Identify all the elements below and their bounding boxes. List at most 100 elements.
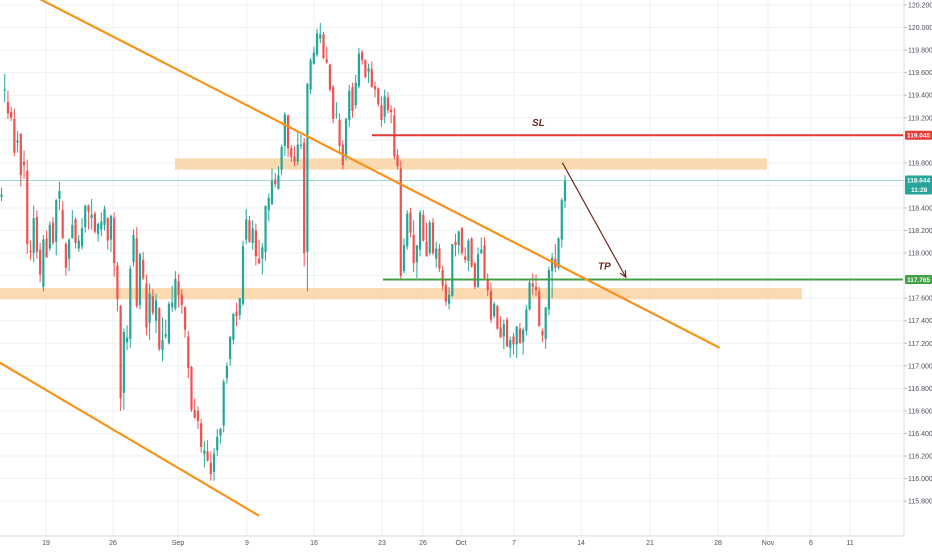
candle-body bbox=[496, 306, 499, 329]
candle-body bbox=[563, 180, 567, 202]
candle-body bbox=[209, 462, 212, 475]
candle-body bbox=[171, 302, 174, 308]
candle-body bbox=[315, 33, 319, 55]
candle-body bbox=[6, 101, 10, 114]
candle-body bbox=[483, 245, 486, 278]
time-tick-label: 14 bbox=[577, 540, 585, 547]
candle-body bbox=[80, 228, 84, 247]
time-axis[interactable]: 19 26 Sep 9 16 23 26 Oct 7 14 21 28 Nov 6 11 bbox=[0, 535, 903, 547]
time-tick-label: 11 bbox=[846, 540, 853, 547]
candle-body bbox=[486, 278, 489, 291]
candle-body bbox=[502, 324, 505, 337]
price-tick-label: 116.200 bbox=[908, 454, 932, 461]
candle-body bbox=[377, 88, 380, 105]
candle-body bbox=[480, 249, 483, 254]
candle-body bbox=[193, 409, 196, 418]
candle-body bbox=[100, 221, 103, 230]
candle-body bbox=[460, 228, 464, 254]
candle-body bbox=[451, 244, 454, 296]
candle-body bbox=[212, 453, 216, 472]
candle-body bbox=[64, 244, 68, 268]
candle-body bbox=[138, 254, 142, 305]
candle-body bbox=[525, 309, 528, 331]
candle-body bbox=[396, 154, 399, 167]
candle-body bbox=[515, 326, 518, 345]
candle-body bbox=[386, 97, 390, 110]
price-tick-label: 116.400 bbox=[908, 431, 932, 438]
price-tick-label: 119.400 bbox=[908, 93, 932, 100]
take-profit-price-tag-text: 117.765 bbox=[907, 277, 931, 284]
candle-body bbox=[283, 114, 286, 146]
candle-body bbox=[541, 330, 544, 336]
candle-body bbox=[113, 218, 116, 264]
candle-body bbox=[412, 235, 415, 264]
price-tick-label: 119.800 bbox=[908, 48, 932, 55]
candle-body bbox=[222, 381, 225, 426]
candle-body bbox=[309, 60, 312, 90]
candle-body bbox=[457, 231, 460, 246]
time-tick-label: 28 bbox=[714, 540, 722, 547]
candle-body bbox=[122, 331, 125, 393]
candle-body bbox=[13, 118, 16, 153]
candle-body bbox=[489, 291, 493, 320]
candle-body bbox=[383, 96, 386, 117]
price-tick-label: 116.000 bbox=[908, 476, 932, 483]
trendline bbox=[0, 361, 260, 517]
candle-body bbox=[344, 118, 348, 158]
candle-body bbox=[415, 245, 418, 263]
candle-body bbox=[77, 240, 80, 249]
candle-body bbox=[470, 238, 473, 267]
candle-body bbox=[71, 224, 74, 239]
tp-annotation: TP bbox=[598, 262, 611, 273]
price-tick-label: 118.200 bbox=[908, 228, 932, 235]
annotations: SL TP bbox=[532, 118, 611, 272]
time-tick-label: Sep bbox=[172, 540, 185, 547]
candle-body bbox=[238, 298, 241, 316]
trendline bbox=[39, 0, 721, 349]
candle-body bbox=[145, 283, 148, 328]
price-tick-label: 116.800 bbox=[908, 386, 932, 393]
candle-body bbox=[534, 286, 538, 291]
candle-body bbox=[447, 294, 451, 304]
price-tick-label: 120.000 bbox=[908, 25, 932, 32]
price-tags: 119.045 117.765 118.644 11:28 bbox=[905, 130, 932, 285]
candle-body bbox=[257, 258, 261, 264]
candle-body bbox=[332, 87, 335, 119]
price-tick-label: 118.000 bbox=[908, 251, 932, 258]
candle-body bbox=[58, 191, 61, 199]
candle-body bbox=[270, 180, 274, 205]
candle-body bbox=[348, 90, 351, 121]
candle-body bbox=[444, 284, 447, 302]
stop-loss-price-tag-bg bbox=[905, 130, 932, 140]
candle-body bbox=[0, 194, 3, 197]
candle-body bbox=[180, 294, 183, 305]
candle-body bbox=[505, 319, 509, 347]
price-tick-label: 119.600 bbox=[908, 70, 932, 77]
candle-body bbox=[473, 263, 476, 287]
candle-body bbox=[319, 34, 322, 39]
horizontal-zone bbox=[175, 158, 767, 170]
candle-body bbox=[154, 300, 158, 321]
projection-arrow bbox=[561, 162, 627, 278]
price-tick-label: 119.200 bbox=[908, 115, 932, 122]
candle-body bbox=[183, 307, 187, 330]
candle-body bbox=[277, 175, 280, 189]
price-axis[interactable]: 115.800 116.000 116.200 116.400 116.600 116.8… bbox=[903, 0, 932, 536]
candle-body bbox=[3, 89, 6, 91]
candle-body bbox=[203, 450, 206, 454]
time-tick-label: 23 bbox=[378, 540, 386, 547]
candle-body bbox=[206, 451, 209, 461]
candle-body bbox=[322, 34, 325, 58]
candle-body bbox=[158, 308, 161, 349]
take-profit-price-tag-bg bbox=[905, 275, 932, 285]
candle-body bbox=[106, 218, 109, 241]
candle-body bbox=[84, 205, 87, 228]
candle-body bbox=[68, 239, 71, 259]
price-tick-label: 117.000 bbox=[908, 363, 932, 370]
candle-body bbox=[274, 179, 277, 185]
candle-body bbox=[132, 235, 135, 263]
price-tick-label: 116.600 bbox=[908, 408, 932, 415]
